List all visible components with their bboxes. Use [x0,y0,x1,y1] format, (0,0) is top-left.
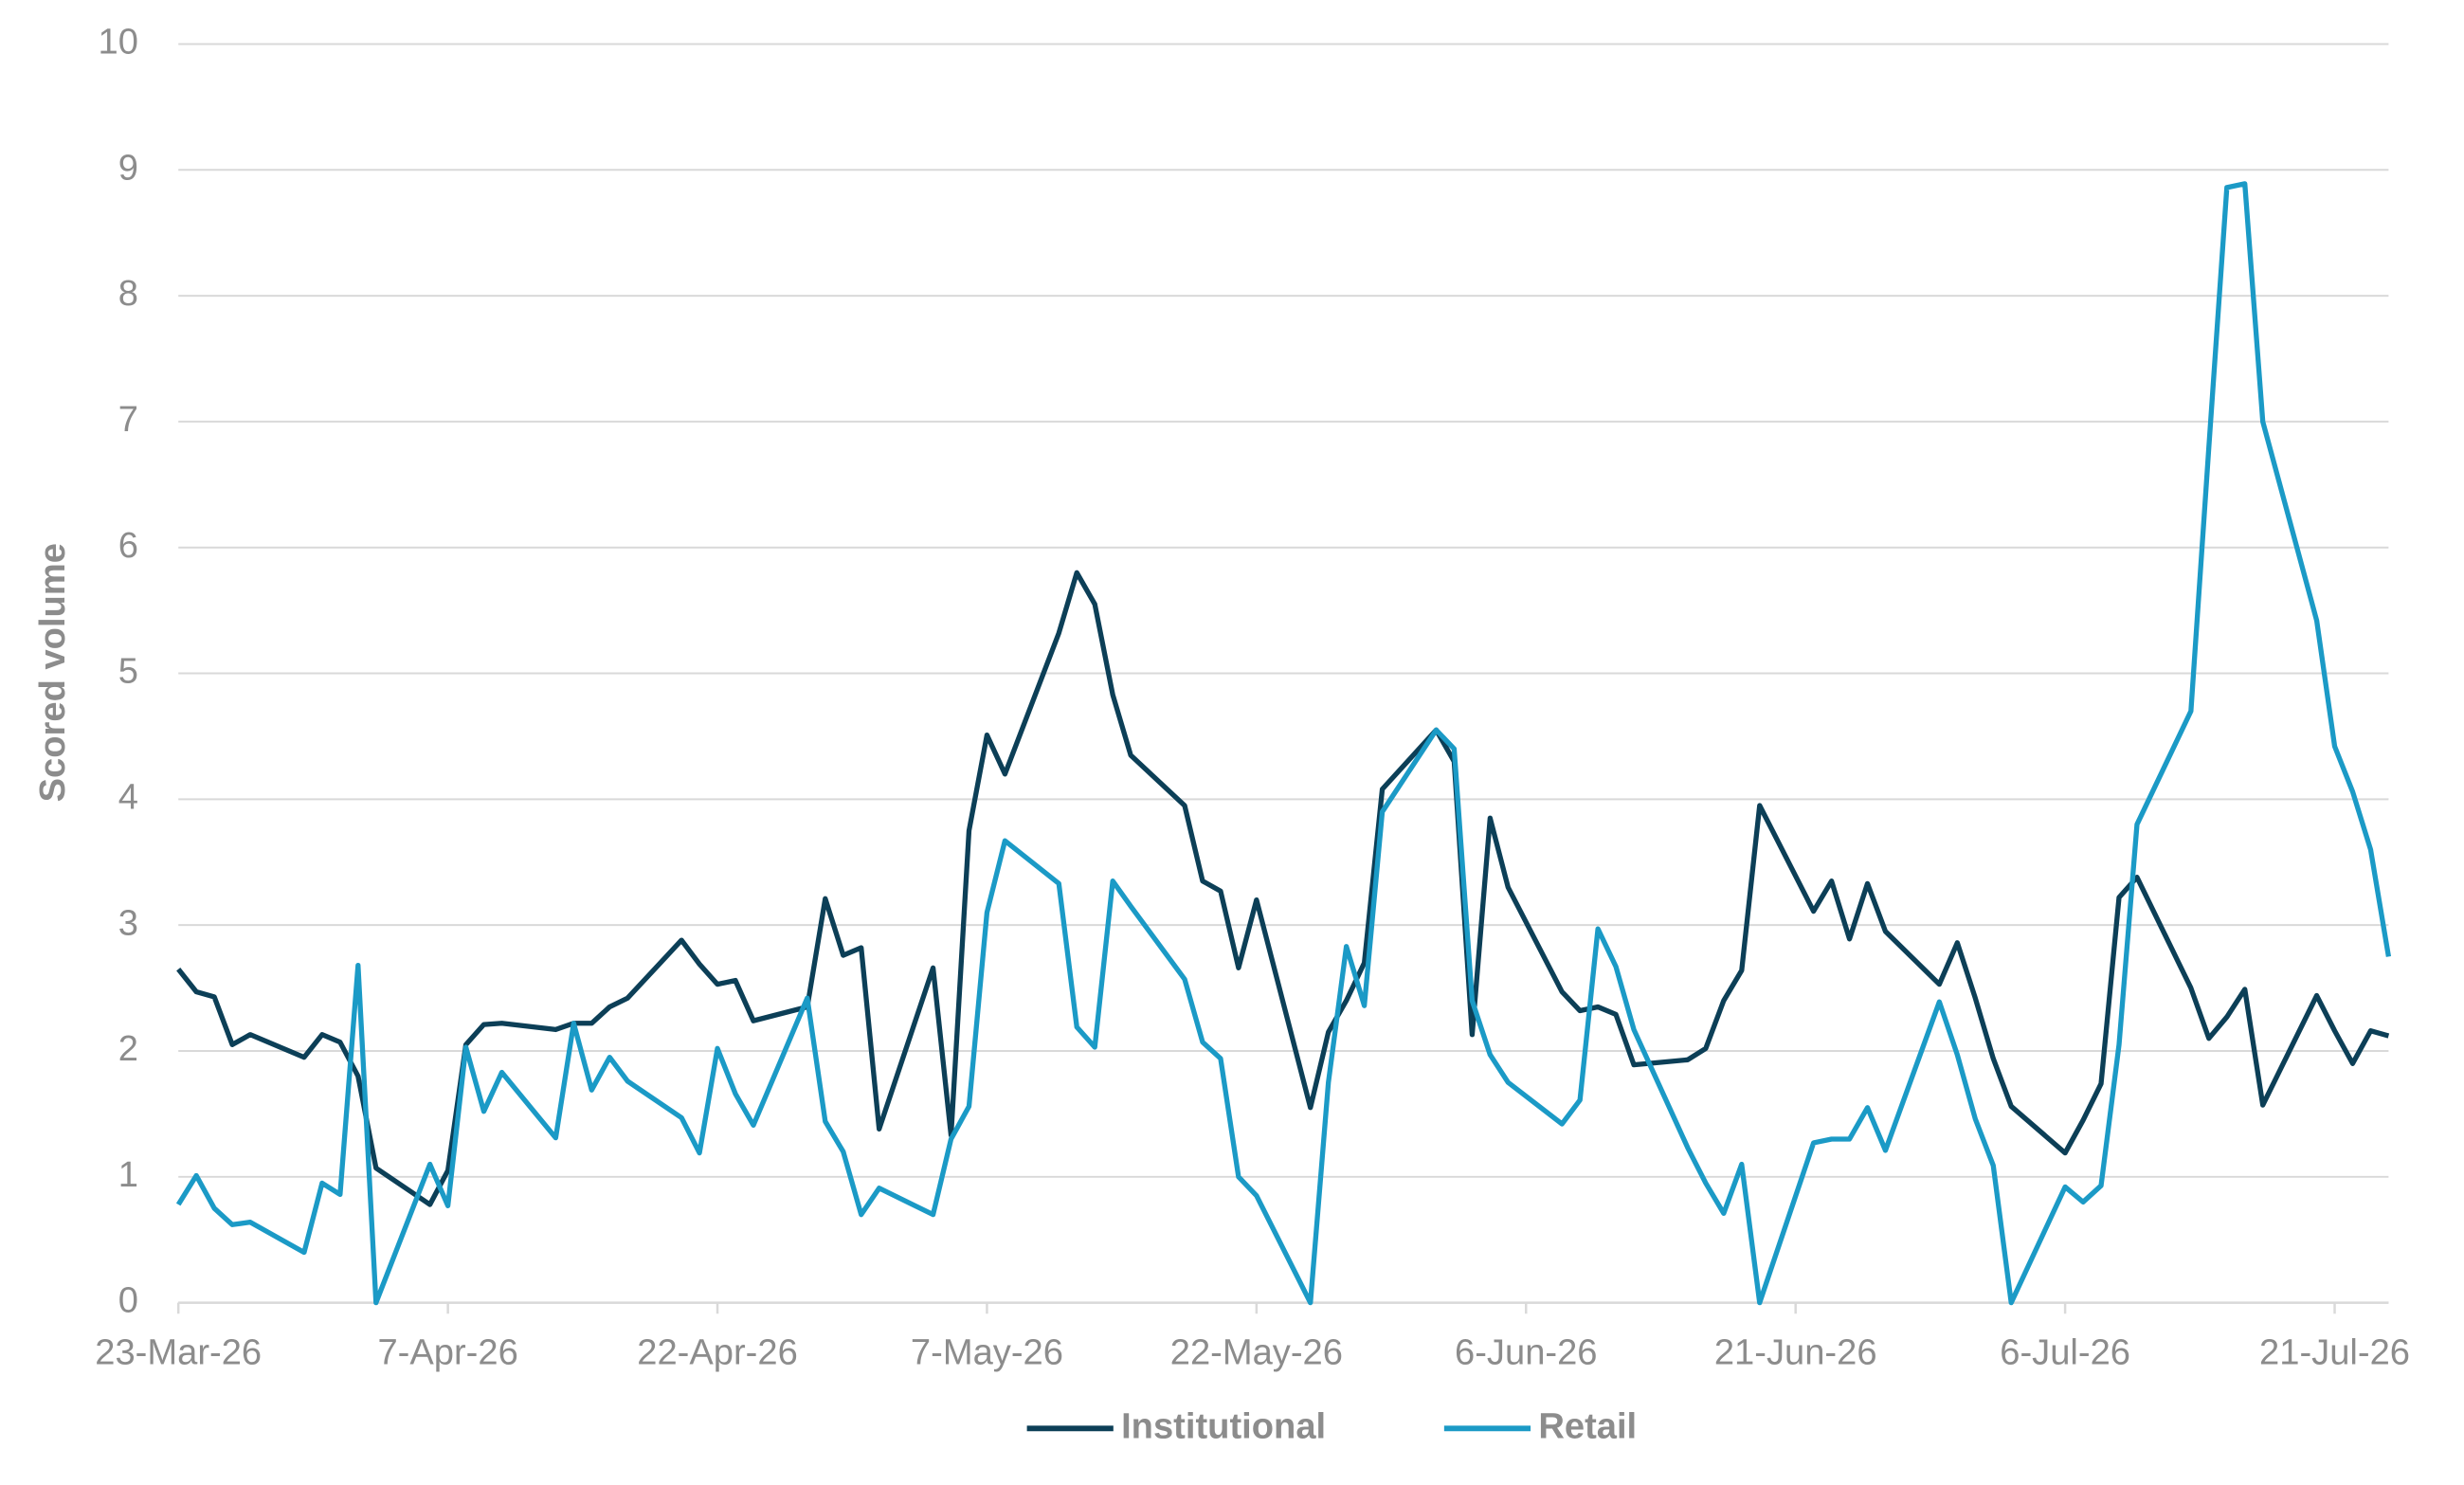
x-tick-label: 6-Jun-26 [1455,1331,1597,1372]
y-axis-title: Scored volume [32,543,73,802]
x-tick-label: 6-Jul-26 [2000,1331,2130,1372]
series-line [176,570,2390,1207]
x-tick-label: 7-Apr-26 [377,1331,517,1372]
series-line [175,181,2392,1306]
x-tick-label: 21-Jul-26 [2259,1331,2410,1372]
y-tick-label: 0 [118,1280,138,1321]
legend-label: Institutional [1121,1405,1326,1446]
x-tick-label: 22-Apr-26 [637,1331,798,1372]
y-tick-label: 8 [118,273,138,314]
y-tick-label: 6 [118,525,138,566]
y-tick-label: 9 [118,147,138,188]
x-tick-label: 22-May-26 [1170,1331,1343,1372]
y-tick-label: 1 [118,1154,138,1195]
y-tick-label: 2 [118,1028,138,1069]
x-tick-label: 7-May-26 [911,1331,1063,1372]
y-tick-label: 10 [98,22,137,63]
x-tick-label: 21-Jun-26 [1714,1331,1877,1372]
legend-label: Retail [1538,1405,1637,1446]
x-tick-label: 23-Mar-26 [95,1331,262,1372]
y-tick-label: 4 [118,776,138,817]
y-tick-label: 7 [118,399,138,440]
y-tick-label: 5 [118,651,138,692]
y-tick-label: 3 [118,902,138,943]
